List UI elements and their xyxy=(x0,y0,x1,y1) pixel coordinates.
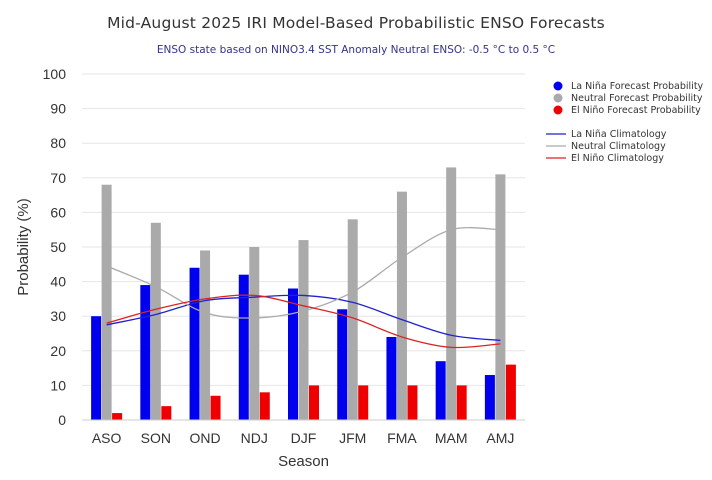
legend-label-neutral-forecast-probability: Neutral Forecast Probability xyxy=(571,93,703,104)
chart-title: Mid-August 2025 IRI Model-Based Probabil… xyxy=(107,14,605,32)
legend-marker-la-nina-forecast-probability xyxy=(553,81,563,91)
bar-neutral-forecast-probability-aso xyxy=(101,184,112,420)
y-tick-label: 100 xyxy=(43,66,67,82)
bar-la-nina-forecast-probability-ndj xyxy=(238,274,249,420)
bar-el-nino-forecast-probability-ndj xyxy=(259,392,270,420)
bar-el-nino-forecast-probability-jfm xyxy=(358,385,369,420)
bar-la-nina-forecast-probability-ond xyxy=(189,267,200,420)
bar-la-nina-forecast-probability-amj xyxy=(484,375,495,420)
legend-label-neutral-climatology: Neutral Climatology xyxy=(571,141,666,152)
legend-label-el-nino-climatology: El Niño Climatology xyxy=(571,153,664,164)
x-tick-label: AMJ xyxy=(486,430,514,446)
bar-el-nino-forecast-probability-djf xyxy=(309,385,319,420)
x-tick-label: SON xyxy=(141,430,171,446)
y-tick-label: 20 xyxy=(50,343,66,359)
y-tick-label: 10 xyxy=(50,377,66,393)
bar-el-nino-forecast-probability-ond xyxy=(210,395,221,420)
bar-el-nino-forecast-probability-amj xyxy=(505,364,516,420)
legend-label-la-nina-climatology: La Niña Climatology xyxy=(571,129,667,140)
x-tick-label: OND xyxy=(189,430,220,446)
y-tick-label: 40 xyxy=(50,274,66,290)
bar-la-nina-forecast-probability-son xyxy=(140,285,151,420)
bar-el-nino-forecast-probability-mam xyxy=(456,385,467,420)
chart-subtitle: ENSO state based on NINO3.4 SST Anomaly … xyxy=(156,44,556,56)
x-tick-label: DJF xyxy=(291,430,317,446)
bar-neutral-forecast-probability-djf xyxy=(298,240,309,420)
bar-el-nino-forecast-probability-aso xyxy=(112,413,123,420)
bar-neutral-forecast-probability-ond xyxy=(200,250,211,420)
line-el-nino-climatology xyxy=(106,294,501,349)
bar-la-nina-forecast-probability-djf xyxy=(288,288,298,420)
bar-neutral-forecast-probability-amj xyxy=(495,174,506,420)
x-axis-title: Season xyxy=(278,453,329,470)
bar-la-nina-forecast-probability-fma xyxy=(386,336,397,420)
x-tick-label: FMA xyxy=(387,430,417,446)
legend-marker-el-nino-forecast-probability xyxy=(553,105,563,115)
x-tick-label: JFM xyxy=(339,430,366,446)
x-tick-label: NDJ xyxy=(241,430,268,446)
bar-la-nina-forecast-probability-aso xyxy=(91,316,102,420)
bars xyxy=(91,167,516,420)
y-tick-label: 70 xyxy=(50,170,66,186)
bar-neutral-forecast-probability-son xyxy=(150,222,161,420)
y-tick-label: 90 xyxy=(50,101,66,117)
climatology-lines xyxy=(106,227,501,349)
bar-neutral-forecast-probability-mam xyxy=(446,167,457,420)
bar-neutral-forecast-probability-fma xyxy=(396,191,407,420)
y-tick-label: 80 xyxy=(50,135,66,151)
bar-el-nino-forecast-probability-fma xyxy=(407,385,418,420)
y-axis-title: Probability (%) xyxy=(15,198,32,296)
legend-marker-neutral-forecast-probability xyxy=(553,93,563,103)
bar-la-nina-forecast-probability-jfm xyxy=(337,309,348,420)
y-tick-label: 60 xyxy=(50,204,66,220)
line-neutral-climatology xyxy=(106,227,501,319)
axes: 0 10 20 30 40 50 60 70 80 90 100 ASO SON OND NDJ DJF JFM… xyxy=(15,66,525,470)
bar-la-nina-forecast-probability-mam xyxy=(435,361,446,420)
x-tick-label: MAM xyxy=(435,430,468,446)
x-tick-label: ASO xyxy=(92,430,122,446)
y-tick-label: 50 xyxy=(50,239,66,255)
bar-el-nino-forecast-probability-son xyxy=(161,406,172,420)
line-la-nina-climatology xyxy=(106,294,501,342)
legend-label-el-nino-forecast-probability: El Niño Forecast Probability xyxy=(571,105,701,116)
bar-neutral-forecast-probability-ndj xyxy=(249,247,260,420)
legend-label-la-nina-forecast-probability: La Niña Forecast Probability xyxy=(571,81,704,92)
y-tick-label: 30 xyxy=(50,308,66,324)
bar-neutral-forecast-probability-jfm xyxy=(347,219,358,420)
y-tick-label: 0 xyxy=(58,412,66,428)
